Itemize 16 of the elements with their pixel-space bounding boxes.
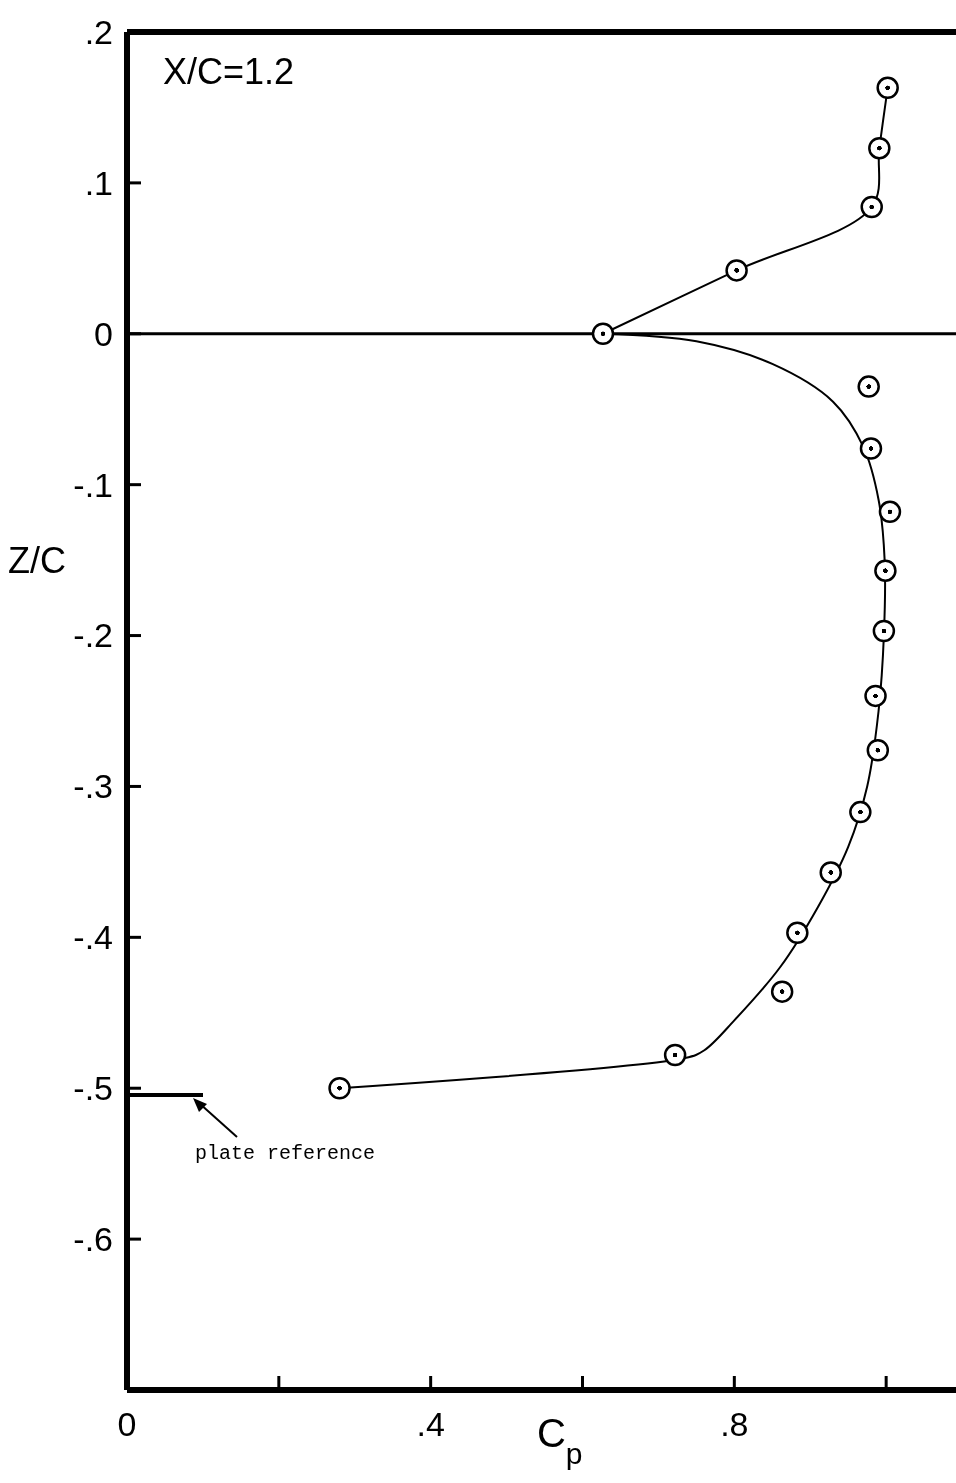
y-tick-label: -.6	[73, 1220, 113, 1259]
y-axis-title: Z/C	[8, 539, 66, 581]
y-tick-label: .1	[84, 163, 113, 202]
x-axis-title: C$_{p}$	[536, 1411, 583, 1470]
y-tick-label: -.2	[73, 616, 113, 655]
y-tick-label: -.4	[73, 918, 113, 957]
x-tick-label: 0	[117, 1405, 137, 1443]
y-tick-label: .2	[84, 12, 113, 51]
y-tick-label: -.5	[73, 1069, 113, 1108]
y-tick-label: -.3	[73, 767, 113, 806]
annotation: X/C=1.2	[163, 51, 295, 92]
y-tick-label: 0	[94, 314, 113, 353]
x-tick-label: .8	[720, 1405, 749, 1443]
x-tick-label: .4	[416, 1405, 445, 1443]
y-tick-label: -.1	[73, 465, 113, 504]
annotation: plate reference	[195, 1142, 376, 1165]
